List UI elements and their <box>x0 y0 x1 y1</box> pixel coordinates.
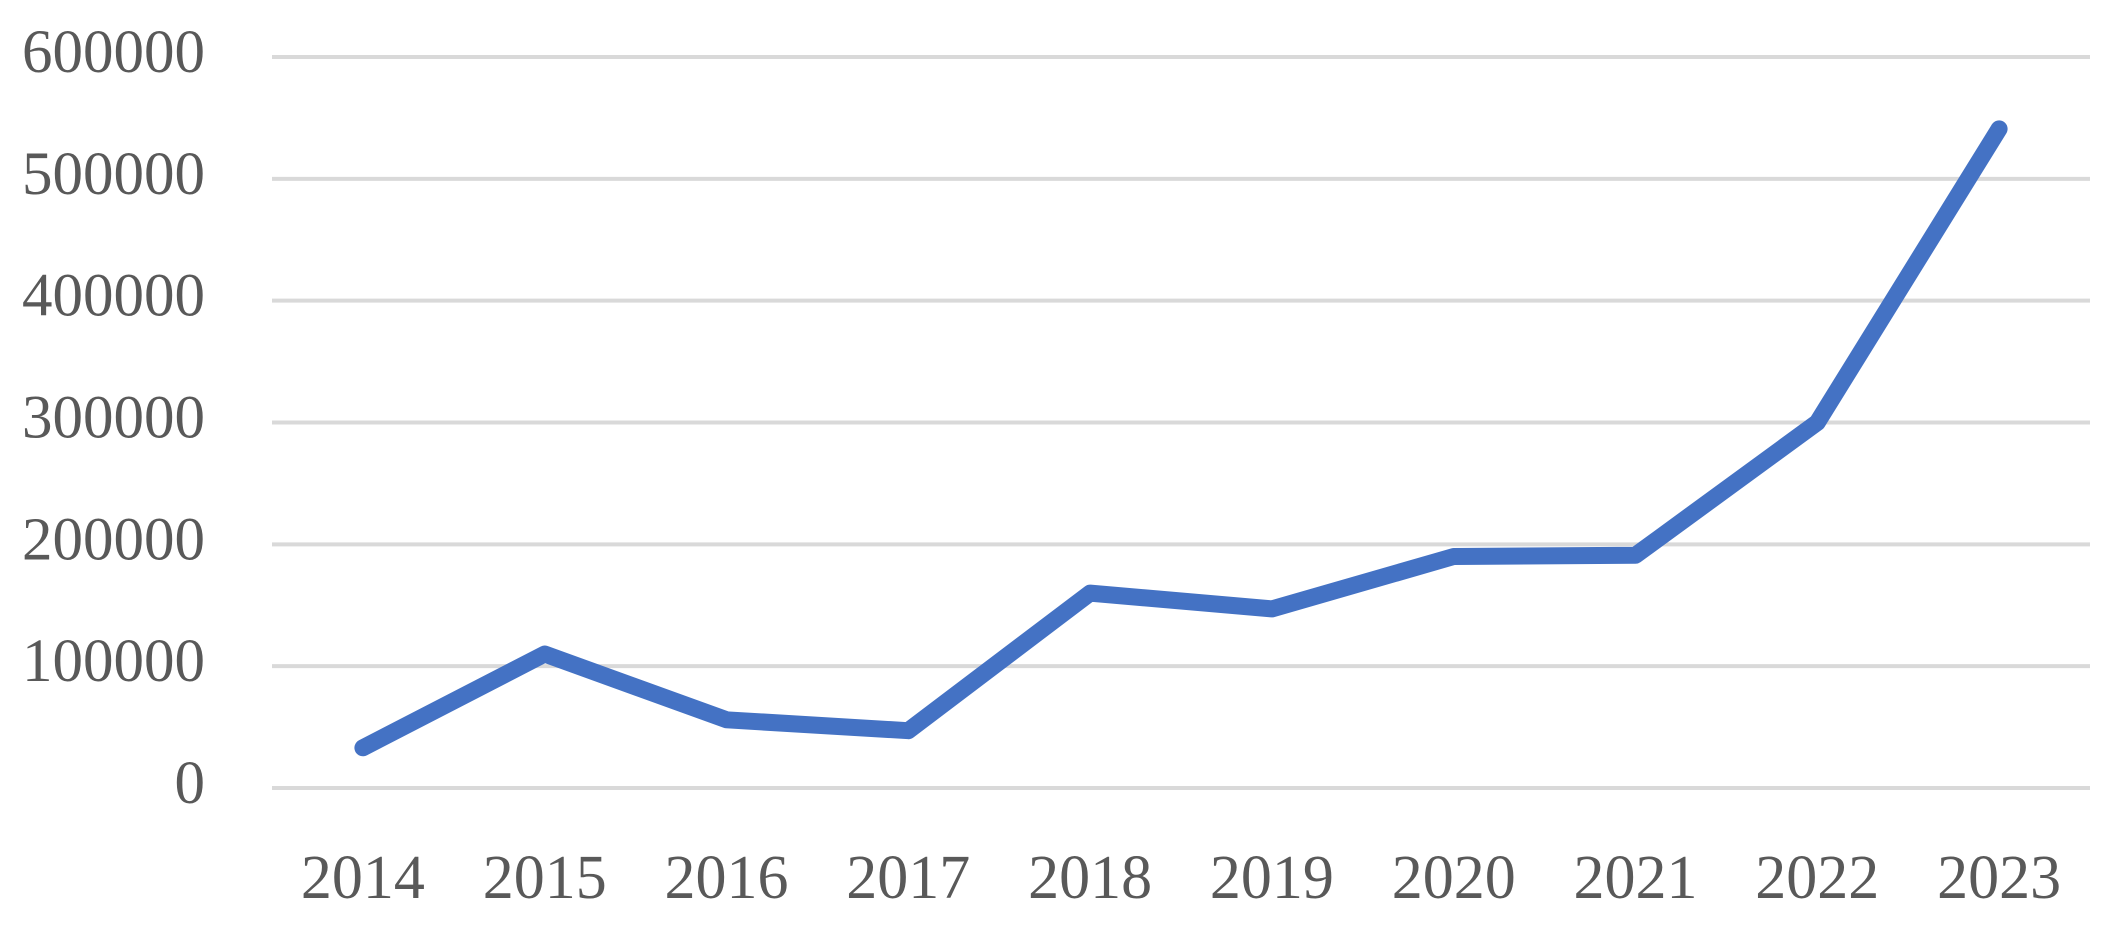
y-axis-tick-label: 600000 <box>22 19 205 86</box>
x-axis-tick-label: 2022 <box>1755 844 1879 912</box>
y-axis-tick-label: 500000 <box>22 141 205 208</box>
x-axis-tick-label: 2021 <box>1574 844 1698 912</box>
y-axis-tick-label: 200000 <box>22 506 205 573</box>
y-axis-tick-label: 400000 <box>22 263 205 330</box>
y-axis-tick-label: 0 <box>175 750 206 817</box>
y-axis-tick-labels: 0 100000 200000 300000 400000 500000 600000 <box>22 19 205 817</box>
x-axis-tick-label: 2020 <box>1392 844 1516 912</box>
data-line-series-1 <box>354 120 2008 757</box>
x-axis-tick-label: 2015 <box>483 844 607 912</box>
x-axis-tick-label: 2014 <box>301 844 425 912</box>
y-axis-tick-label: 300000 <box>22 385 205 452</box>
x-axis-tick-label: 2016 <box>665 844 789 912</box>
x-axis-tick-labels: 2014 2015 2016 2017 2018 2019 2020 2021 2022 2023 <box>301 844 2061 912</box>
x-axis-tick-label: 2017 <box>846 844 970 912</box>
data-series <box>354 120 2008 757</box>
y-axis-tick-label: 100000 <box>22 628 205 695</box>
x-axis-tick-label: 2018 <box>1028 844 1152 912</box>
x-axis-tick-label: 2023 <box>1937 844 2061 912</box>
x-axis-tick-label: 2019 <box>1210 844 1334 912</box>
